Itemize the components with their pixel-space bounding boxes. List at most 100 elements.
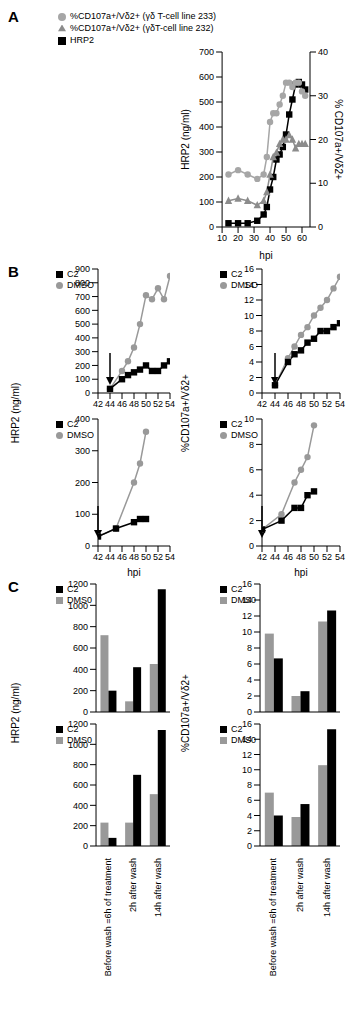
svg-text:700: 700 (199, 47, 214, 57)
svg-text:40: 40 (318, 47, 328, 57)
svg-text:16: 16 (242, 579, 252, 589)
svg-text:46: 46 (117, 399, 127, 409)
svg-text:60: 60 (297, 233, 307, 243)
svg-text:800: 800 (75, 278, 90, 288)
svg-text:0: 0 (247, 841, 252, 851)
svg-text:48: 48 (296, 399, 306, 409)
svg-text:10: 10 (244, 414, 254, 424)
svg-text:10: 10 (242, 627, 252, 637)
svg-text:14h after wash: 14h after wash (322, 858, 332, 917)
svg-text:46: 46 (283, 399, 293, 409)
svg-text:10: 10 (318, 178, 328, 188)
svg-text:500: 500 (199, 97, 214, 107)
svg-text:1000: 1000 (68, 601, 88, 611)
svg-text:2: 2 (249, 516, 254, 526)
svg-text:54: 54 (335, 399, 345, 409)
svg-text:14: 14 (242, 734, 252, 744)
svg-text:100: 100 (199, 197, 214, 207)
svg-text:600: 600 (73, 780, 88, 790)
svg-text:50: 50 (309, 552, 319, 562)
svg-text:0: 0 (249, 541, 254, 551)
svg-text:% CD107a+/Vδ2+: % CD107a+/Vδ2+ (333, 99, 344, 180)
svg-text:48: 48 (129, 552, 139, 562)
svg-text:4: 4 (249, 490, 254, 500)
svg-text:6: 6 (249, 465, 254, 475)
svg-text:1200: 1200 (68, 579, 88, 589)
svg-text:400: 400 (73, 801, 88, 811)
svg-text:50: 50 (141, 399, 151, 409)
svg-text:40: 40 (265, 233, 275, 243)
svg-text:10: 10 (244, 311, 254, 321)
svg-text:2: 2 (247, 691, 252, 701)
svg-text:hpi: hpi (127, 567, 140, 578)
svg-text:8: 8 (249, 326, 254, 336)
svg-text:6: 6 (249, 342, 254, 352)
svg-text:12: 12 (242, 750, 252, 760)
svg-text:6: 6 (247, 795, 252, 805)
svg-text:100: 100 (75, 509, 90, 519)
svg-text:200: 200 (75, 478, 90, 488)
svg-text:44: 44 (270, 399, 280, 409)
svg-text:4: 4 (249, 357, 254, 367)
svg-text:Before wash =6h of treatment: Before wash =6h of treatment (268, 858, 278, 977)
svg-text:HRP2 (ng/ml): HRP2 (ng/ml) (180, 109, 191, 170)
svg-text:1000: 1000 (68, 740, 88, 750)
svg-text:30: 30 (249, 233, 259, 243)
svg-text:12: 12 (244, 295, 254, 305)
svg-text:hpi: hpi (294, 567, 307, 578)
svg-text:44: 44 (105, 399, 115, 409)
svg-text:50: 50 (281, 233, 291, 243)
svg-text:600: 600 (75, 306, 90, 316)
svg-text:200: 200 (75, 361, 90, 371)
svg-text:600: 600 (199, 72, 214, 82)
svg-text:600: 600 (73, 643, 88, 653)
svg-text:300: 300 (75, 347, 90, 357)
svg-text:20: 20 (318, 135, 328, 145)
svg-text:10: 10 (242, 765, 252, 775)
svg-text:800: 800 (73, 760, 88, 770)
svg-text:48: 48 (129, 399, 139, 409)
svg-text:42: 42 (257, 552, 267, 562)
svg-text:300: 300 (199, 147, 214, 157)
svg-text:800: 800 (73, 622, 88, 632)
svg-text:44: 44 (270, 552, 280, 562)
svg-text:4: 4 (247, 675, 252, 685)
svg-text:20: 20 (233, 233, 243, 243)
svg-text:HRP2 (ng/ml): HRP2 (ng/ml) (10, 683, 21, 744)
svg-text:54: 54 (165, 552, 175, 562)
svg-text:50: 50 (309, 399, 319, 409)
svg-text:42: 42 (93, 552, 103, 562)
svg-text:400: 400 (75, 333, 90, 343)
svg-text:0: 0 (85, 388, 90, 398)
svg-text:52: 52 (153, 552, 163, 562)
svg-text:2: 2 (249, 373, 254, 383)
svg-text:14: 14 (242, 595, 252, 605)
svg-text:0: 0 (85, 541, 90, 551)
svg-text:%CD107a+/Vδ2+: %CD107a+/Vδ2+ (180, 374, 191, 452)
svg-text:42: 42 (257, 399, 267, 409)
svg-text:54: 54 (335, 552, 345, 562)
svg-text:48: 48 (296, 552, 306, 562)
svg-text:10: 10 (217, 233, 227, 243)
svg-text:200: 200 (73, 821, 88, 831)
svg-text:300: 300 (75, 446, 90, 456)
svg-text:12: 12 (242, 611, 252, 621)
svg-text:14h after wash: 14h after wash (153, 858, 163, 917)
svg-text:50: 50 (141, 552, 151, 562)
svg-text:Before wash =6h of treatment: Before wash =6h of treatment (103, 858, 113, 977)
svg-text:14: 14 (244, 280, 254, 290)
svg-text:400: 400 (75, 414, 90, 424)
svg-text:200: 200 (73, 686, 88, 696)
svg-text:4: 4 (247, 811, 252, 821)
svg-text:52: 52 (322, 552, 332, 562)
svg-text:%CD107a+/Vδ2+: %CD107a+/Vδ2+ (180, 674, 191, 752)
svg-text:16: 16 (242, 719, 252, 729)
svg-text:8: 8 (247, 780, 252, 790)
svg-text:200: 200 (199, 172, 214, 182)
svg-text:6: 6 (247, 659, 252, 669)
svg-text:52: 52 (322, 399, 332, 409)
svg-text:2h after wash: 2h after wash (128, 858, 138, 912)
svg-text:8: 8 (247, 643, 252, 653)
svg-text:52: 52 (153, 399, 163, 409)
svg-text:0: 0 (83, 707, 88, 717)
